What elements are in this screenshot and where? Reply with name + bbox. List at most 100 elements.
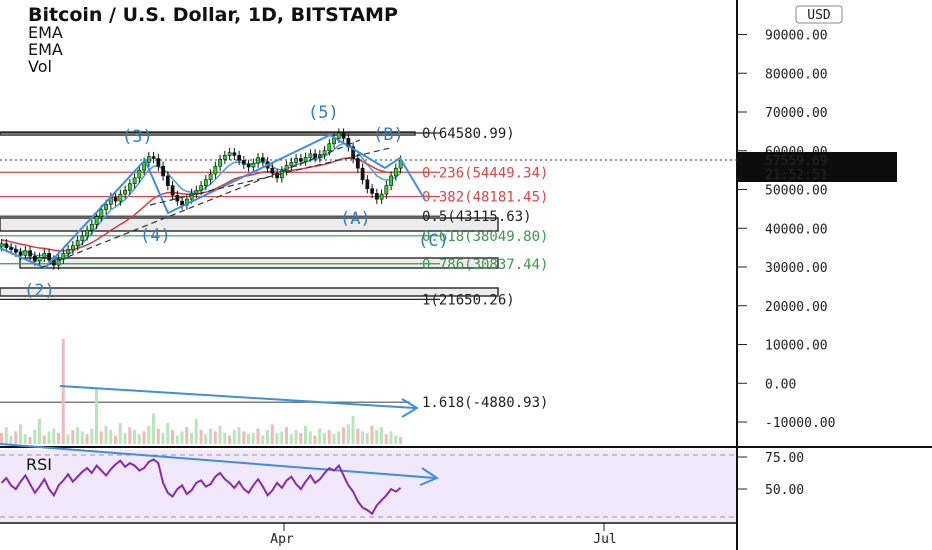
candle: [104, 203, 109, 210]
volume-bar: [38, 418, 41, 444]
price-axis[interactable]: 90000.0080000.0070000.0060000.0050000.00…: [737, 29, 835, 432]
volume-bar: [190, 432, 193, 444]
wave-labels: (2) (3) (4) (5) (A) (B) (C): [24, 103, 449, 301]
candle: [80, 235, 85, 241]
volume-bar: [399, 437, 402, 444]
candle: [393, 167, 398, 177]
volume-bar: [161, 432, 165, 444]
volume-bar: [346, 424, 350, 444]
candle: [327, 143, 332, 152]
price-tick-label: 30000.00: [765, 261, 828, 276]
volume-bar: [19, 424, 22, 444]
fib-level-label: 1.618(-4880.93): [422, 395, 548, 411]
volume-bar: [9, 435, 13, 444]
volume-bar: [327, 430, 331, 444]
candle: [94, 216, 99, 225]
currency-button[interactable]: [795, 5, 843, 24]
candle: [203, 179, 208, 186]
candle: [260, 157, 265, 162]
candle: [70, 245, 75, 250]
candle: [132, 177, 137, 184]
price-tick-label: 20000.00: [765, 300, 828, 315]
volume-bar: [313, 435, 317, 444]
candle: [113, 196, 118, 202]
volume-bar: [285, 427, 288, 444]
candle: [180, 200, 185, 206]
candle: [146, 156, 151, 163]
volume-bar: [66, 434, 70, 444]
price-tick-label: 70000.00: [765, 106, 828, 121]
candle: [341, 132, 346, 139]
volume-bar: [99, 431, 103, 444]
volume-bar: [42, 435, 46, 444]
candle: [175, 195, 180, 202]
volume-bar: [280, 431, 284, 444]
candle: [389, 175, 394, 186]
fibonacci-levels: 0(64580.99) 0.236(54449.34) 0.382(48181.45…: [0, 126, 548, 411]
volume-bar: [228, 435, 231, 444]
volume-bar: [356, 428, 360, 444]
candle: [13, 249, 18, 253]
candle: [4, 243, 9, 248]
volume-bar: [289, 434, 293, 444]
volume-bar: [156, 428, 160, 444]
candle: [170, 185, 175, 196]
candle: [374, 193, 379, 200]
candle: [360, 167, 365, 181]
volume-bars: [0, 339, 402, 444]
candle: [227, 152, 232, 156]
candle: [151, 156, 156, 159]
volume-bar: [76, 427, 79, 444]
price-tick-label: 10000.00: [765, 339, 828, 354]
volume-bar: [95, 388, 98, 444]
volume-bar: [261, 435, 265, 444]
candle: [32, 255, 37, 262]
wave-label-a: (A): [340, 209, 371, 229]
volume-bar: [251, 432, 255, 444]
indicator-ema-2[interactable]: EMA: [28, 40, 63, 59]
volume-bar: [28, 437, 32, 444]
volume-bar: [389, 431, 393, 444]
candle: [42, 253, 47, 258]
indicator-vol[interactable]: Vol: [28, 57, 52, 76]
candle: [127, 183, 132, 191]
volume-bar: [275, 432, 279, 444]
indicator-ema-1[interactable]: EMA: [28, 23, 63, 42]
volume-bar: [80, 431, 84, 444]
candle: [379, 193, 384, 200]
time-label-apr: Apr: [270, 532, 294, 547]
candle: [161, 165, 166, 177]
candle: [308, 153, 313, 158]
candle: [365, 179, 370, 190]
fib-level-label: 0.5(43115.63): [422, 209, 532, 225]
candle: [165, 175, 170, 186]
volume-bar: [90, 428, 94, 444]
elliott-channel: [39, 139, 361, 269]
volume-bar: [175, 435, 179, 444]
candle: [251, 162, 256, 168]
wave-label-3: (3): [122, 127, 153, 147]
volume-bar: [370, 425, 374, 444]
elliott-channel-2: [149, 147, 391, 206]
time-label-jul: Jul: [593, 532, 616, 547]
candle: [246, 164, 251, 168]
price-tick-label: 50000.00: [765, 184, 828, 199]
candle: [137, 169, 142, 179]
candle: [284, 165, 289, 172]
volume-divergence-arrow: [59, 385, 416, 409]
volume-bar: [213, 431, 217, 444]
volume-bar: [166, 423, 170, 444]
candle: [232, 152, 237, 156]
volume-bar: [237, 427, 241, 444]
volume-bar: [209, 428, 212, 444]
volume-bar: [133, 430, 136, 444]
volume-bar: [0, 432, 3, 444]
volume-bar: [232, 430, 236, 444]
volume-bar: [23, 434, 27, 444]
volume-bar: [304, 425, 307, 444]
candle: [355, 158, 360, 169]
volume-bar: [52, 428, 56, 444]
candle: [222, 155, 227, 160]
rsi-divergence-arrow: [0, 443, 436, 479]
